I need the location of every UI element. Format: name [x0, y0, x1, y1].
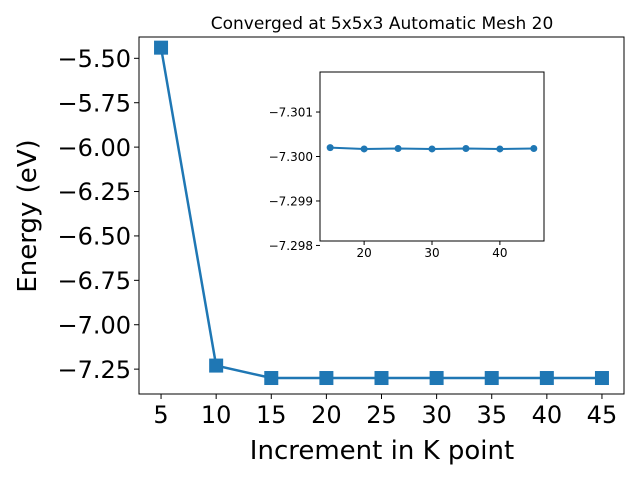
- x-axis-label: Increment in K point: [250, 436, 514, 466]
- inset-data-point: [428, 145, 436, 153]
- main-data-point: [594, 371, 609, 386]
- main-x-tick-label: 10: [201, 401, 232, 429]
- main-data-point: [154, 40, 169, 55]
- main-data-point: [374, 371, 389, 386]
- inset-data-point: [496, 145, 504, 153]
- inset-data-point: [394, 144, 402, 152]
- main-data-point: [209, 358, 224, 373]
- chart-title: Converged at 5x5x3 Automatic Mesh 20: [211, 14, 554, 34]
- main-data-point: [319, 371, 334, 386]
- main-data-point: [484, 371, 499, 386]
- main-x-tick-label: 35: [476, 401, 507, 429]
- inset-x-tick-label: 20: [356, 246, 371, 260]
- inset-data-point: [360, 145, 368, 153]
- main-x-tick-label: 40: [532, 401, 563, 429]
- inset-data-point: [326, 144, 334, 152]
- main-y-tick-label: −5.50: [57, 45, 131, 73]
- main-y-tick-label: −6.25: [57, 178, 131, 206]
- inset-data-point: [530, 144, 538, 152]
- main-x-tick-label: 5: [153, 401, 168, 429]
- main-y-tick-label: −6.75: [57, 267, 131, 295]
- inset-y-tick-label: −7.298: [269, 239, 313, 253]
- inset-x-tick-label: 40: [492, 246, 507, 260]
- inset-x-tick-label: 30: [424, 246, 439, 260]
- main-x-tick-label: 30: [421, 401, 452, 429]
- main-x-tick-label: 20: [311, 401, 342, 429]
- main-y-tick-label: −7.25: [57, 356, 131, 384]
- main-data-point: [539, 371, 554, 386]
- main-y-tick-label: −7.00: [57, 311, 131, 339]
- main-y-tick-label: −5.75: [57, 89, 131, 117]
- main-x-tick-label: 25: [366, 401, 397, 429]
- y-axis-label: Energy (eV): [13, 139, 43, 292]
- inset-y-tick-label: −7.300: [269, 150, 313, 164]
- main-x-tick-label: 15: [256, 401, 287, 429]
- main-data-point: [429, 371, 444, 386]
- main-y-tick-label: −6.00: [57, 134, 131, 162]
- inset-y-tick-label: −7.301: [269, 105, 313, 119]
- inset-y-tick-label: −7.299: [269, 194, 313, 208]
- main-data-point: [264, 371, 279, 386]
- inset-plot-frame: [319, 71, 545, 242]
- main-x-tick-label: 45: [587, 401, 618, 429]
- inset-data-point: [462, 144, 470, 152]
- main-y-tick-label: −6.50: [57, 223, 131, 251]
